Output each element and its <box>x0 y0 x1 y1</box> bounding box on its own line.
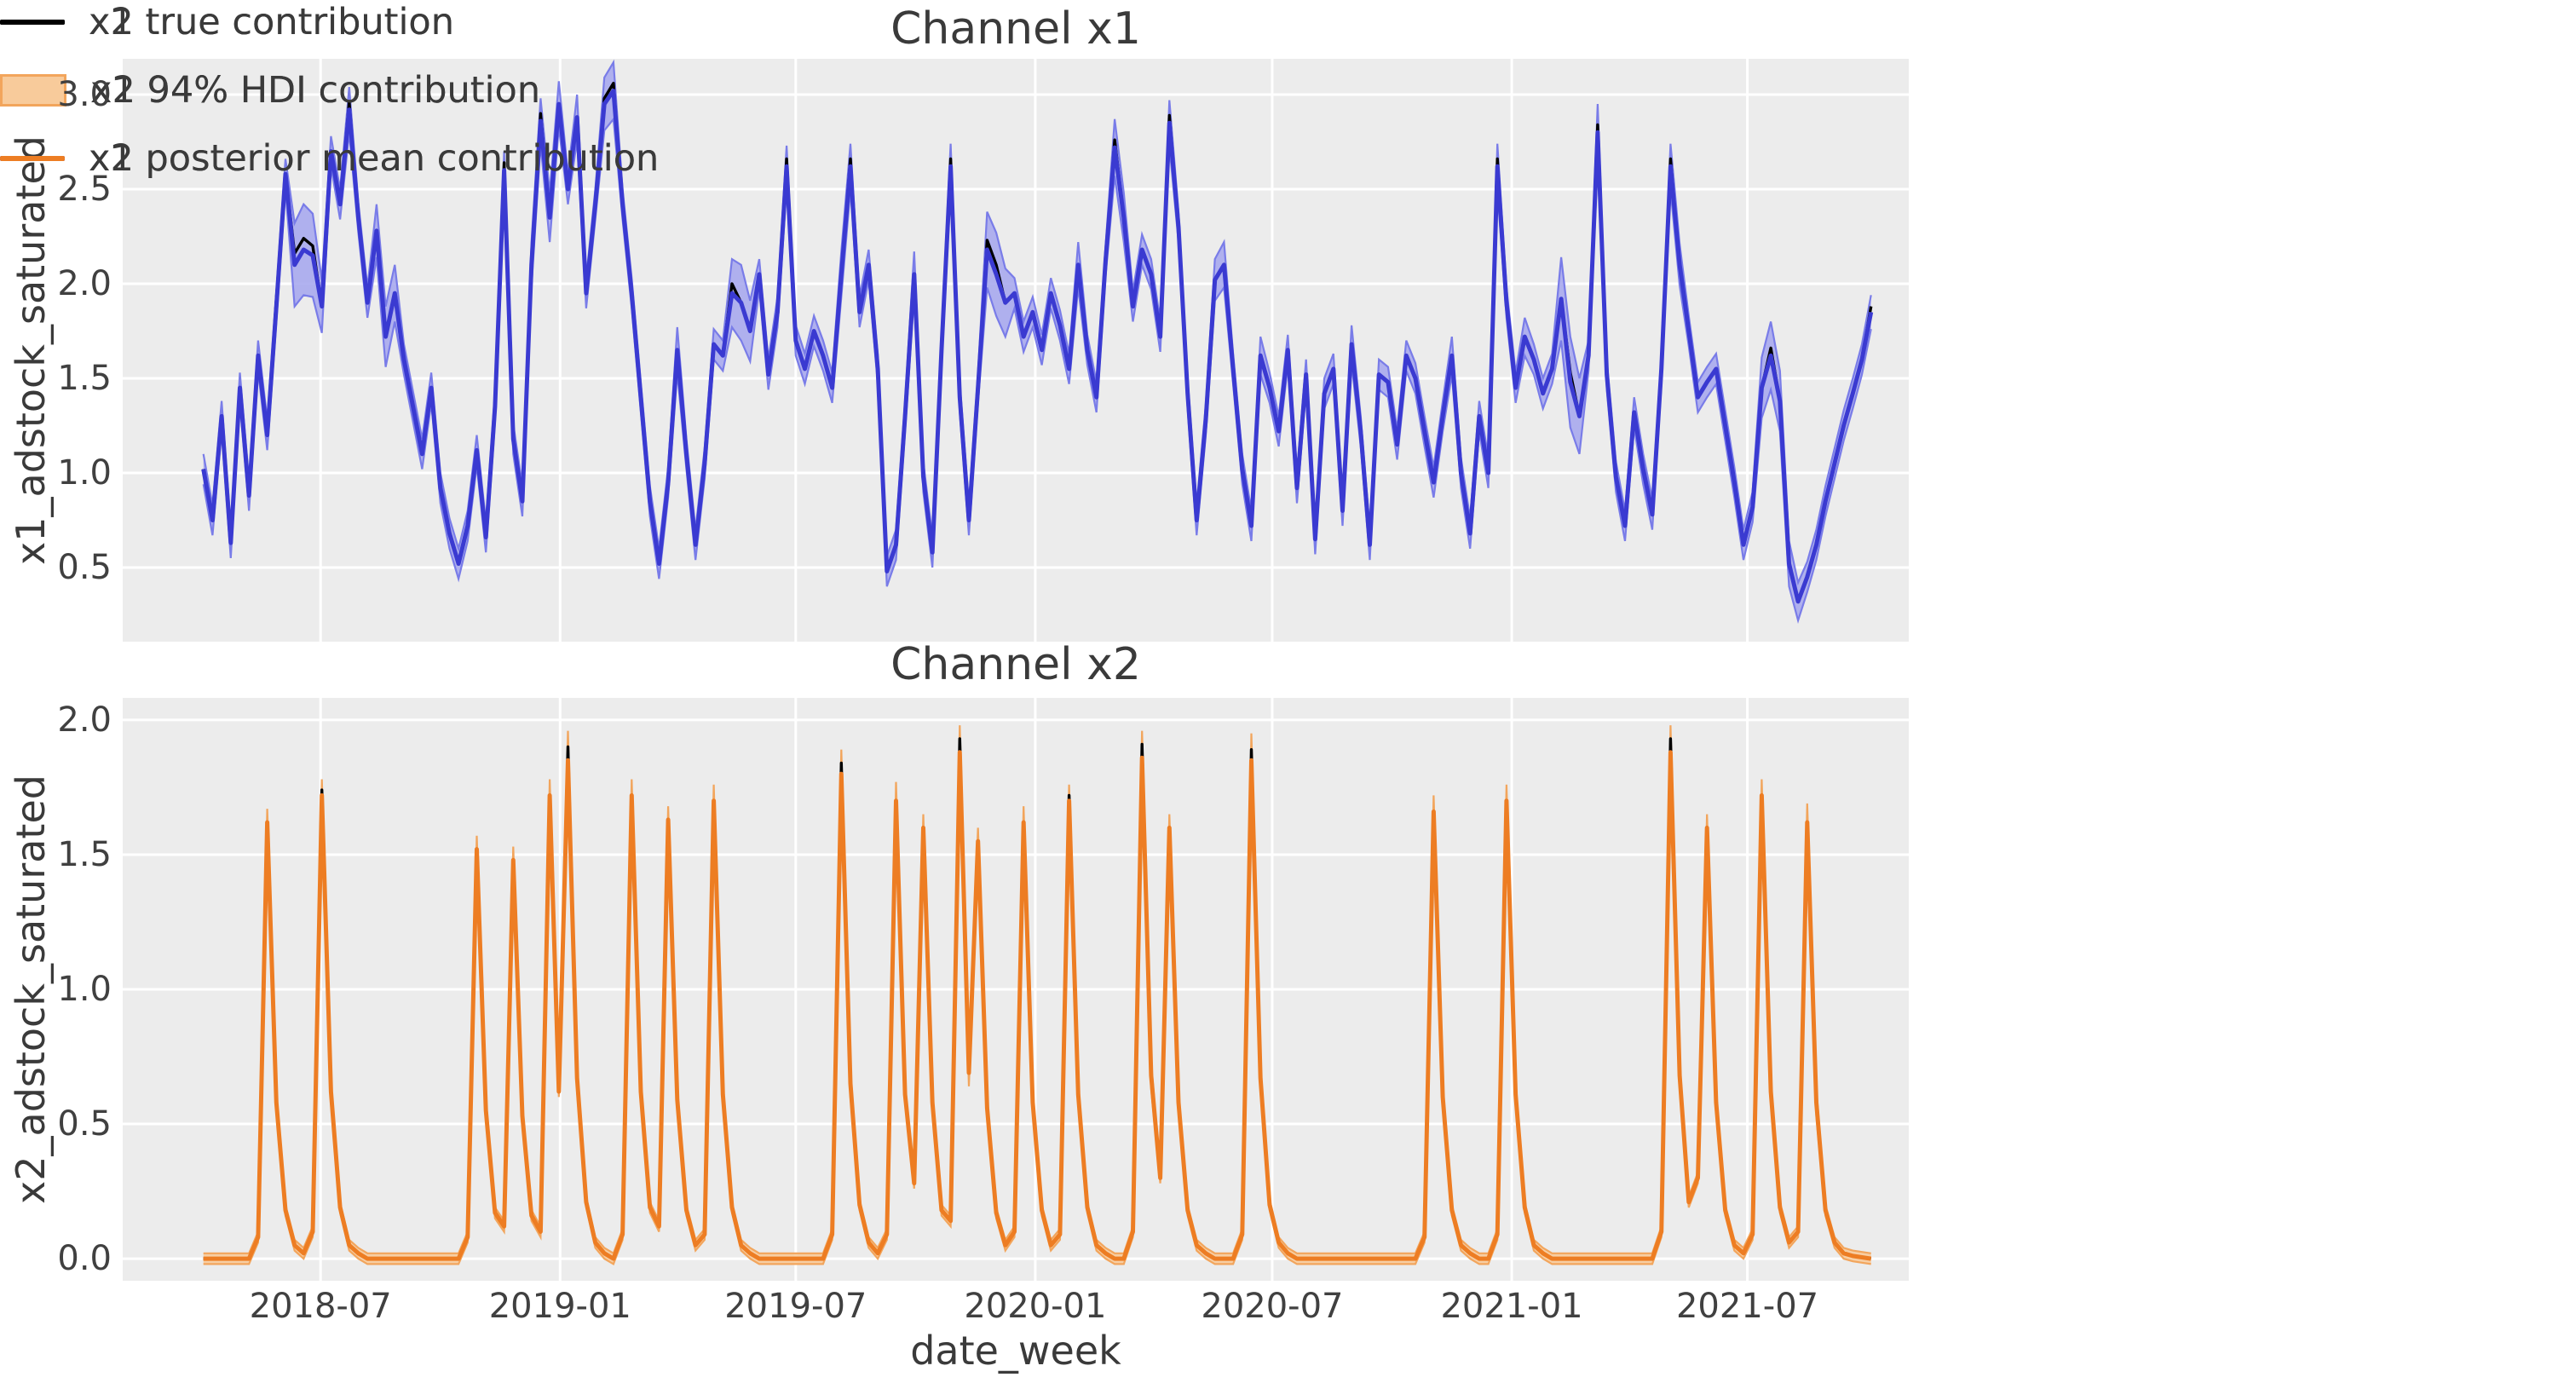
x-tick-label: 2018-07 <box>249 1287 392 1326</box>
x2-posterior-mean-line-swatch <box>0 156 65 161</box>
x-axis-label: date_week <box>910 1328 1121 1374</box>
x1-y-tick-label: 0.5 <box>57 547 112 587</box>
x2-true-line-swatch <box>0 20 65 25</box>
x1-y-tick-label: 2.5 <box>57 169 112 209</box>
x-tick-label: 2019-01 <box>488 1287 631 1326</box>
x1-posterior-mean-line <box>201 89 1874 604</box>
x2-y-tick-label: 2.0 <box>57 700 112 740</box>
legend-label: x1 true contribution <box>89 1 454 43</box>
legend-label: x1 posterior mean contribution <box>89 137 660 180</box>
x2-y-tick-label: 1.5 <box>57 834 112 874</box>
chart-x2-title: Channel x2 <box>890 639 1141 690</box>
x2-y-tick-label: 0.5 <box>57 1104 112 1144</box>
legend-label: x2 94% HDI contribution <box>90 69 541 112</box>
x1-y-tick-label: 1.5 <box>57 358 112 398</box>
chart-x2-legend: x2 true contribution x2 94% HDI contribu… <box>0 0 659 205</box>
x-tick-label: 2020-07 <box>1201 1287 1344 1326</box>
x1-hdi-band <box>203 62 1871 621</box>
x-tick-label: 2021-07 <box>1675 1287 1819 1326</box>
x1-y-tick-label: 1.0 <box>57 452 112 493</box>
x2-hdi-patch-swatch <box>0 74 66 107</box>
x1-y-tick-label: 2.0 <box>57 263 112 303</box>
x-tick-label: 2019-07 <box>724 1287 867 1326</box>
legend-item-x2-hdi: x2 94% HDI contribution <box>0 68 659 112</box>
legend-item-x2-posterior-mean: x2 posterior mean contribution <box>0 136 659 181</box>
x-tick-label: 2021-01 <box>1440 1287 1583 1326</box>
x1-plot-background <box>123 59 1909 642</box>
legend-label: x2 posterior mean contribution <box>89 137 660 180</box>
x2-y-tick-label: 0.0 <box>57 1239 112 1279</box>
legend-label: x2 true contribution <box>89 1 454 43</box>
legend-item-x2-true: x2 true contribution <box>0 0 659 44</box>
x2-y-tick-label: 1.0 <box>57 970 112 1009</box>
x1-y-tick-label: 3.0 <box>57 74 112 114</box>
chart-x1-title: Channel x1 <box>890 3 1141 55</box>
legend-label: x1 94% HDI contribution <box>90 69 541 112</box>
x-tick-label: 2020-01 <box>964 1287 1107 1326</box>
x2-posterior-mean-line <box>203 750 1872 1261</box>
